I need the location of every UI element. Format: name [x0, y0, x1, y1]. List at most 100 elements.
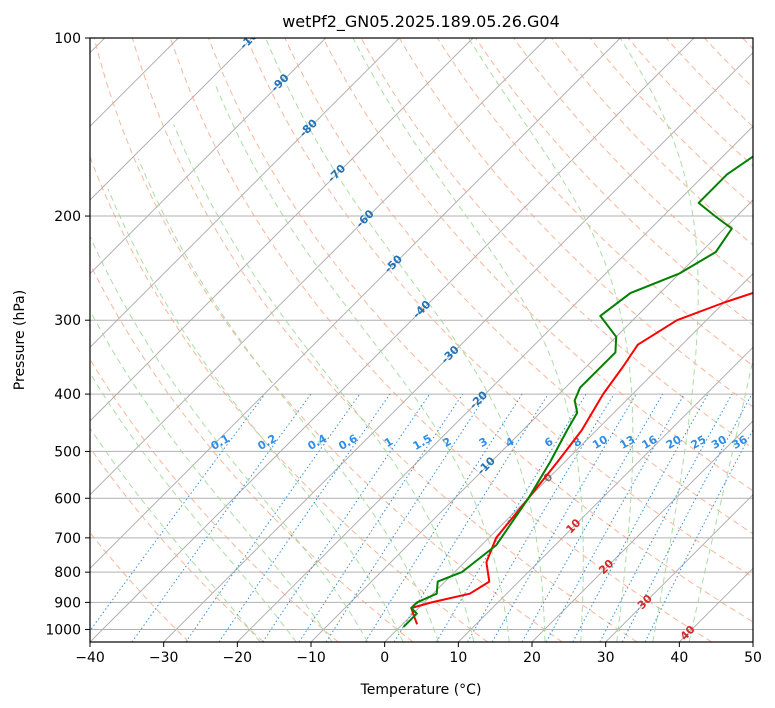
isotherm-line — [90, 38, 548, 496]
dry-adiabat — [360, 38, 753, 450]
mixing-ratio-label: 1.5 — [411, 432, 434, 453]
dry-adiabat — [131, 38, 638, 642]
dewpoint-profile-line — [402, 155, 753, 628]
mixing-ratio-line — [599, 393, 733, 642]
isotherm-line — [752, 641, 753, 642]
dry-adiabat — [246, 38, 753, 578]
x-tick-label: 20 — [523, 650, 541, 666]
x-tick-label: 30 — [597, 650, 615, 666]
dry-adiabat — [475, 38, 753, 326]
isotherm-label: 30 — [635, 592, 655, 612]
moist-adiabat — [173, 124, 475, 642]
dry-adiabat — [90, 262, 414, 642]
moist-adiabat — [468, 38, 634, 642]
dry-adiabat — [90, 358, 339, 642]
isotherm-line — [605, 493, 753, 642]
mixing-ratio-line — [90, 393, 266, 632]
mixing-ratio-line — [131, 393, 312, 642]
moist-adiabat — [137, 158, 439, 642]
mixing-ratio-label: 2 — [441, 435, 454, 450]
mixing-ratio-label: 1 — [382, 435, 395, 450]
mixing-ratio-label: 6 — [542, 435, 555, 450]
moist-adiabat — [214, 84, 510, 642]
dry-adiabat — [90, 155, 488, 642]
dry-adiabat — [90, 446, 264, 642]
isotherm-line — [90, 38, 695, 642]
dry-adiabat — [208, 38, 753, 623]
dry-adiabat — [90, 531, 190, 642]
mixing-ratio-label: 20 — [664, 433, 684, 452]
isotherm-line — [90, 38, 327, 275]
x-tick-label: −40 — [75, 650, 105, 666]
mixing-ratio-line — [364, 393, 523, 642]
mixing-ratio-line — [262, 393, 431, 642]
isotherm-line — [90, 38, 253, 201]
isotherm-line — [90, 38, 621, 570]
x-tick-label: −30 — [149, 650, 179, 666]
moist-adiabat — [107, 188, 404, 642]
mixing-ratio-line — [545, 393, 685, 642]
moist-adiabat — [90, 309, 333, 642]
plot-frame — [89, 37, 754, 643]
y-tick-label: 100 — [54, 31, 81, 47]
isotherm-label: -60 — [353, 207, 376, 230]
x-tick-label: 10 — [449, 650, 467, 666]
moist-adiabat — [90, 235, 369, 642]
x-tick-label: 50 — [744, 650, 762, 666]
mixing-ratio-line — [435, 393, 587, 642]
mixing-ratio-label: 10 — [590, 433, 610, 452]
y-tick-label: 700 — [54, 531, 81, 547]
chart-title: wetPf2_GN05.2025.189.05.26.G04 — [282, 12, 560, 32]
dry-adiabat — [170, 38, 712, 642]
dry-adiabat — [627, 38, 753, 167]
moist-adiabat — [619, 38, 699, 642]
x-tick-label: 0 — [380, 650, 389, 666]
mixing-ratio-label: 25 — [689, 433, 709, 452]
y-tick-label: 200 — [54, 209, 81, 225]
x-tick-label: −10 — [296, 650, 326, 666]
dry-adiabat — [398, 38, 753, 408]
y-tick-label: 300 — [54, 313, 81, 329]
x-tick-label: 40 — [670, 650, 688, 666]
moist-adiabat — [90, 427, 261, 642]
isotherm-line — [531, 420, 753, 642]
dry-adiabat — [551, 38, 753, 246]
isotherm-line — [384, 272, 753, 642]
isotherm-line — [236, 125, 753, 642]
mixing-ratio-label: 3 — [477, 435, 490, 450]
isotherm-line — [310, 199, 753, 642]
y-tick-label: 800 — [54, 565, 81, 581]
y-tick-label: 900 — [54, 595, 81, 611]
moist-adiabat — [90, 372, 297, 642]
mixing-ratio-line — [325, 393, 488, 642]
y-tick-label: 600 — [54, 491, 81, 507]
mixing-ratio-line — [467, 393, 615, 642]
mixing-ratio-line — [521, 393, 664, 642]
dry-adiabat — [665, 38, 753, 128]
isotherm-label: -90 — [268, 71, 291, 94]
isotherm-line — [678, 567, 753, 642]
temperature-profile-line — [410, 291, 753, 625]
y-tick-label: 400 — [54, 387, 81, 403]
dry-adiabat — [742, 38, 753, 50]
isotherm-line — [90, 38, 474, 422]
axes: −40 −30 −20 −10 0 10 20 30 40 5010020030040050060… — [45, 31, 762, 666]
dry-adiabat — [589, 38, 753, 206]
mixing-ratio-label: 16 — [640, 433, 660, 452]
mixing-ratio-label: 30 — [709, 433, 729, 452]
mixing-ratio-label: 13 — [618, 433, 638, 452]
dry-adiabat — [513, 38, 753, 286]
mixing-ratio-line — [644, 428, 753, 642]
mixing-ratio-line — [298, 393, 464, 642]
isotherm-line — [90, 38, 400, 349]
x-tick-label: −20 — [223, 650, 253, 666]
plot-area: 0.1 0.2 0.4 0.6 1 1.5 2 3 4 6 8 10 13 16 20 25 30 36-100-… — [90, 38, 753, 642]
mixing-ratio-label: 0.1 — [209, 432, 232, 453]
dry-adiabat — [93, 38, 563, 642]
mixing-ratio-label: 36 — [730, 433, 750, 452]
mixing-ratio-line — [218, 393, 391, 642]
y-tick-label: 500 — [54, 444, 81, 460]
mixing-ratio-line — [491, 393, 637, 642]
moist-adiabat — [265, 38, 546, 642]
